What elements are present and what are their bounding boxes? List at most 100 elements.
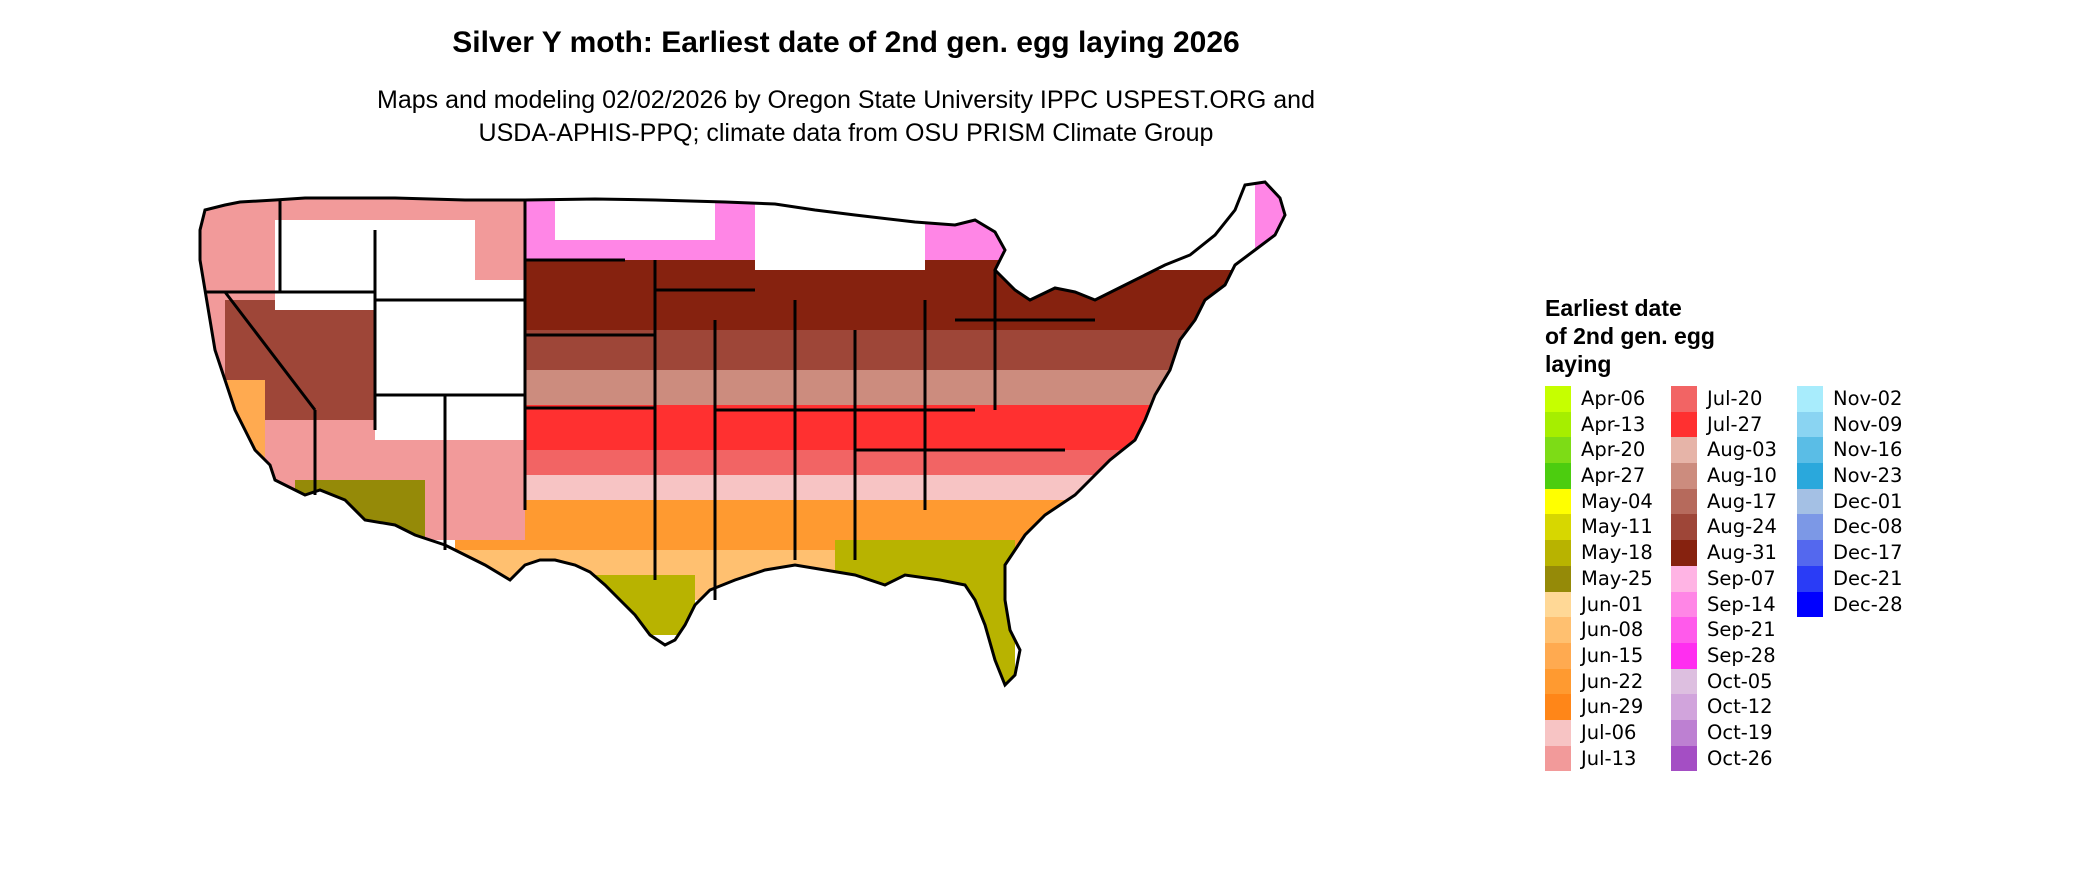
legend-swatch	[1797, 386, 1823, 412]
legend-label: Sep-14	[1707, 592, 1776, 616]
legend-label: Jun-22	[1581, 669, 1644, 693]
map-title: Silver Y moth: Earliest date of 2nd gen.…	[452, 26, 1240, 59]
legend-title: Earliest date of 2nd gen. egg laying	[1545, 294, 1805, 378]
legend-item: Jun-29	[1545, 694, 1671, 720]
legend-item: Nov-09	[1797, 411, 1923, 438]
state-boundaries	[198, 180, 1287, 687]
legend-swatch	[1671, 437, 1697, 464]
map-region-may-04	[875, 590, 935, 650]
legend-swatch	[1671, 668, 1697, 695]
legend-item: May-11	[1545, 514, 1671, 541]
legend-label: Sep-21	[1707, 618, 1776, 642]
legend-swatch	[1671, 642, 1697, 669]
legend-label: Jun-01	[1581, 592, 1644, 616]
legend-item: Aug-03	[1671, 437, 1797, 464]
map-region-florida	[835, 540, 1015, 685]
map-subtitle: Maps and modeling 02/02/2026 by Oregon S…	[0, 84, 1692, 150]
legend-swatch	[1671, 565, 1697, 592]
legend-label: May-18	[1581, 541, 1653, 565]
legend-label: Oct-12	[1707, 695, 1773, 719]
legend-item: Aug-17	[1671, 488, 1797, 515]
legend-item: Sep-07	[1671, 565, 1797, 592]
legend-title-line-3: laying	[1545, 351, 1612, 377]
legend-label: May-11	[1581, 515, 1653, 539]
legend-swatch	[1545, 437, 1571, 464]
legend-item: May-25	[1545, 565, 1671, 592]
legend-item: Aug-10	[1671, 463, 1797, 489]
legend-label: Dec-21	[1833, 566, 1903, 590]
legend-item: Apr-06	[1545, 386, 1671, 412]
legend-swatch	[1545, 411, 1571, 438]
legend-swatch	[1671, 719, 1697, 746]
legend-label: Apr-27	[1581, 464, 1646, 488]
legend-swatch	[1671, 745, 1697, 772]
map-region-aug-10	[525, 370, 1205, 410]
legend-label: May-25	[1581, 566, 1653, 590]
legend-label: Jul-27	[1707, 412, 1763, 436]
legend-item: Jul-20	[1671, 386, 1797, 412]
subtitle-line-2: USDA-APHIS-PPQ; climate data from OSU PR…	[478, 119, 1214, 147]
legend-item: Jul-27	[1671, 411, 1797, 438]
map-region-rockies	[375, 280, 525, 440]
legend-item: Oct-19	[1671, 719, 1797, 746]
legend-label: Dec-28	[1833, 592, 1903, 616]
legend-item: May-04	[1545, 488, 1671, 515]
legend-swatch	[1545, 488, 1571, 515]
legend-label: Oct-19	[1707, 720, 1773, 744]
legend-swatch	[1797, 565, 1823, 592]
legend-label: Dec-17	[1833, 541, 1903, 565]
legend-swatch	[1797, 514, 1823, 541]
subtitle-line-1: Maps and modeling 02/02/2026 by Oregon S…	[377, 86, 1315, 114]
legend-swatch	[1671, 386, 1697, 412]
legend-item: Apr-27	[1545, 463, 1671, 489]
legend-label: Nov-09	[1833, 412, 1903, 436]
legend-column-2: Jul-20 Jul-27 Aug-03 Aug-10 Aug-17 Aug-24 Aug-…	[1671, 386, 1797, 772]
legend-swatch	[1545, 745, 1571, 772]
legend-label: Dec-08	[1833, 515, 1903, 539]
legend-item: Jul-06	[1545, 719, 1671, 746]
legend-label: Sep-07	[1707, 566, 1776, 590]
legend-swatch	[1671, 488, 1697, 515]
legend-item: Jun-01	[1545, 591, 1671, 618]
legend-item: Jul-13	[1545, 745, 1671, 772]
us-map	[198, 180, 1287, 687]
legend-item: Nov-23	[1797, 463, 1923, 489]
legend-item: Apr-20	[1545, 437, 1671, 464]
legend-swatch	[1797, 463, 1823, 489]
map-legend: Earliest date of 2nd gen. egg laying Apr…	[1545, 294, 1903, 772]
legend-item: Sep-21	[1671, 617, 1797, 643]
legend-item: Dec-08	[1797, 514, 1923, 541]
legend-swatch	[1545, 386, 1571, 412]
legend-item: Dec-21	[1797, 565, 1923, 592]
legend-item: Dec-17	[1797, 540, 1923, 566]
legend-swatch	[1797, 591, 1823, 618]
legend-item: Nov-02	[1797, 386, 1923, 412]
legend-label: Apr-13	[1581, 412, 1646, 436]
legend-title-line-1: Earliest date	[1545, 295, 1682, 321]
legend-swatch	[1671, 617, 1697, 643]
legend-swatch	[1545, 463, 1571, 489]
legend-item: Oct-05	[1671, 668, 1797, 695]
legend-swatch	[1545, 694, 1571, 720]
legend-swatch	[1671, 514, 1697, 541]
legend-item: Jun-15	[1545, 642, 1671, 669]
legend-swatch	[1545, 617, 1571, 643]
legend-label: Nov-02	[1833, 387, 1903, 410]
legend-label: Apr-06	[1581, 387, 1646, 410]
legend-label: Dec-01	[1833, 489, 1903, 513]
legend-label: Aug-24	[1707, 515, 1777, 539]
legend-column-3: Nov-02 Nov-09 Nov-16 Nov-23 Dec-01 Dec-08 Dec-…	[1797, 386, 1923, 618]
legend-label: Jun-29	[1581, 695, 1644, 719]
legend-swatch	[1545, 514, 1571, 541]
legend-item: Apr-13	[1545, 411, 1671, 438]
map-region-apr-27	[885, 610, 915, 640]
legend-item: Oct-26	[1671, 745, 1797, 772]
legend-item: Sep-14	[1671, 591, 1797, 618]
legend-swatch	[1671, 411, 1697, 438]
legend-item: Aug-24	[1671, 514, 1797, 541]
legend-label: Sep-28	[1707, 643, 1776, 667]
legend-label: Oct-05	[1707, 669, 1773, 693]
legend-label: Nov-16	[1833, 438, 1903, 462]
legend-label: Aug-10	[1707, 464, 1777, 488]
legend-swatch	[1797, 488, 1823, 515]
